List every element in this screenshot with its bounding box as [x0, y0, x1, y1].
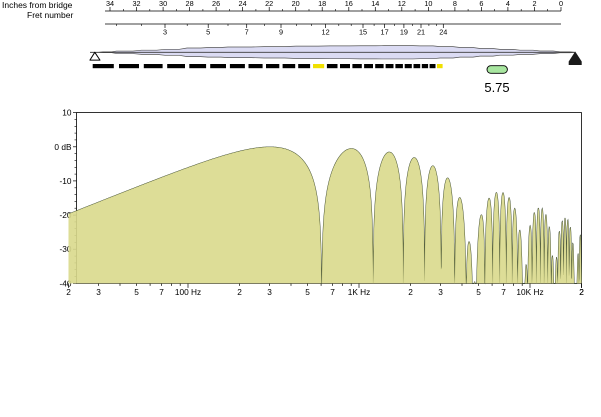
svg-text:15: 15	[359, 28, 367, 37]
svg-text:7: 7	[245, 28, 249, 37]
svg-text:8: 8	[453, 0, 457, 8]
svg-text:-10: -10	[60, 176, 72, 186]
svg-text:Fret number: Fret number	[27, 10, 73, 20]
svg-text:3: 3	[438, 287, 443, 297]
svg-text:7: 7	[330, 287, 335, 297]
svg-text:34: 34	[106, 0, 114, 8]
svg-text:16: 16	[345, 0, 353, 8]
svg-text:24: 24	[439, 28, 447, 37]
svg-text:21: 21	[417, 28, 425, 37]
svg-text:28: 28	[186, 0, 194, 8]
svg-text:22: 22	[265, 0, 273, 8]
svg-text:26: 26	[212, 0, 220, 8]
svg-text:100 Hz: 100 Hz	[175, 287, 201, 297]
svg-text:2: 2	[66, 287, 71, 297]
svg-text:5: 5	[305, 287, 310, 297]
svg-text:5: 5	[134, 287, 139, 297]
svg-text:0 dB: 0 dB	[54, 142, 72, 152]
svg-text:9: 9	[279, 28, 283, 37]
svg-text:10: 10	[62, 108, 72, 118]
svg-text:32: 32	[132, 0, 140, 8]
svg-text:5: 5	[206, 28, 210, 37]
svg-text:24: 24	[239, 0, 247, 8]
svg-text:10: 10	[424, 0, 432, 8]
svg-text:10K Hz: 10K Hz	[516, 287, 543, 297]
svg-text:4: 4	[506, 0, 510, 8]
svg-text:5.75: 5.75	[484, 80, 509, 95]
svg-text:18: 18	[318, 0, 326, 8]
svg-text:3: 3	[267, 287, 272, 297]
svg-text:19: 19	[400, 28, 408, 37]
svg-text:2: 2	[532, 0, 536, 8]
svg-text:1K Hz: 1K Hz	[348, 287, 371, 297]
svg-text:12: 12	[398, 0, 406, 8]
svg-text:17: 17	[381, 28, 389, 37]
svg-text:3: 3	[163, 28, 167, 37]
svg-text:20: 20	[292, 0, 300, 8]
svg-text:14: 14	[371, 0, 379, 8]
svg-text:3: 3	[96, 287, 101, 297]
svg-text:5: 5	[476, 287, 481, 297]
svg-text:7: 7	[501, 287, 506, 297]
svg-text:2: 2	[408, 287, 413, 297]
svg-text:Inches from bridge: Inches from bridge	[2, 0, 73, 10]
svg-text:6: 6	[479, 0, 483, 8]
svg-text:12: 12	[322, 28, 330, 37]
svg-text:0: 0	[559, 0, 563, 8]
svg-text:2: 2	[237, 287, 242, 297]
svg-text:2: 2	[579, 287, 584, 297]
svg-text:7: 7	[159, 287, 164, 297]
svg-text:30: 30	[159, 0, 167, 8]
